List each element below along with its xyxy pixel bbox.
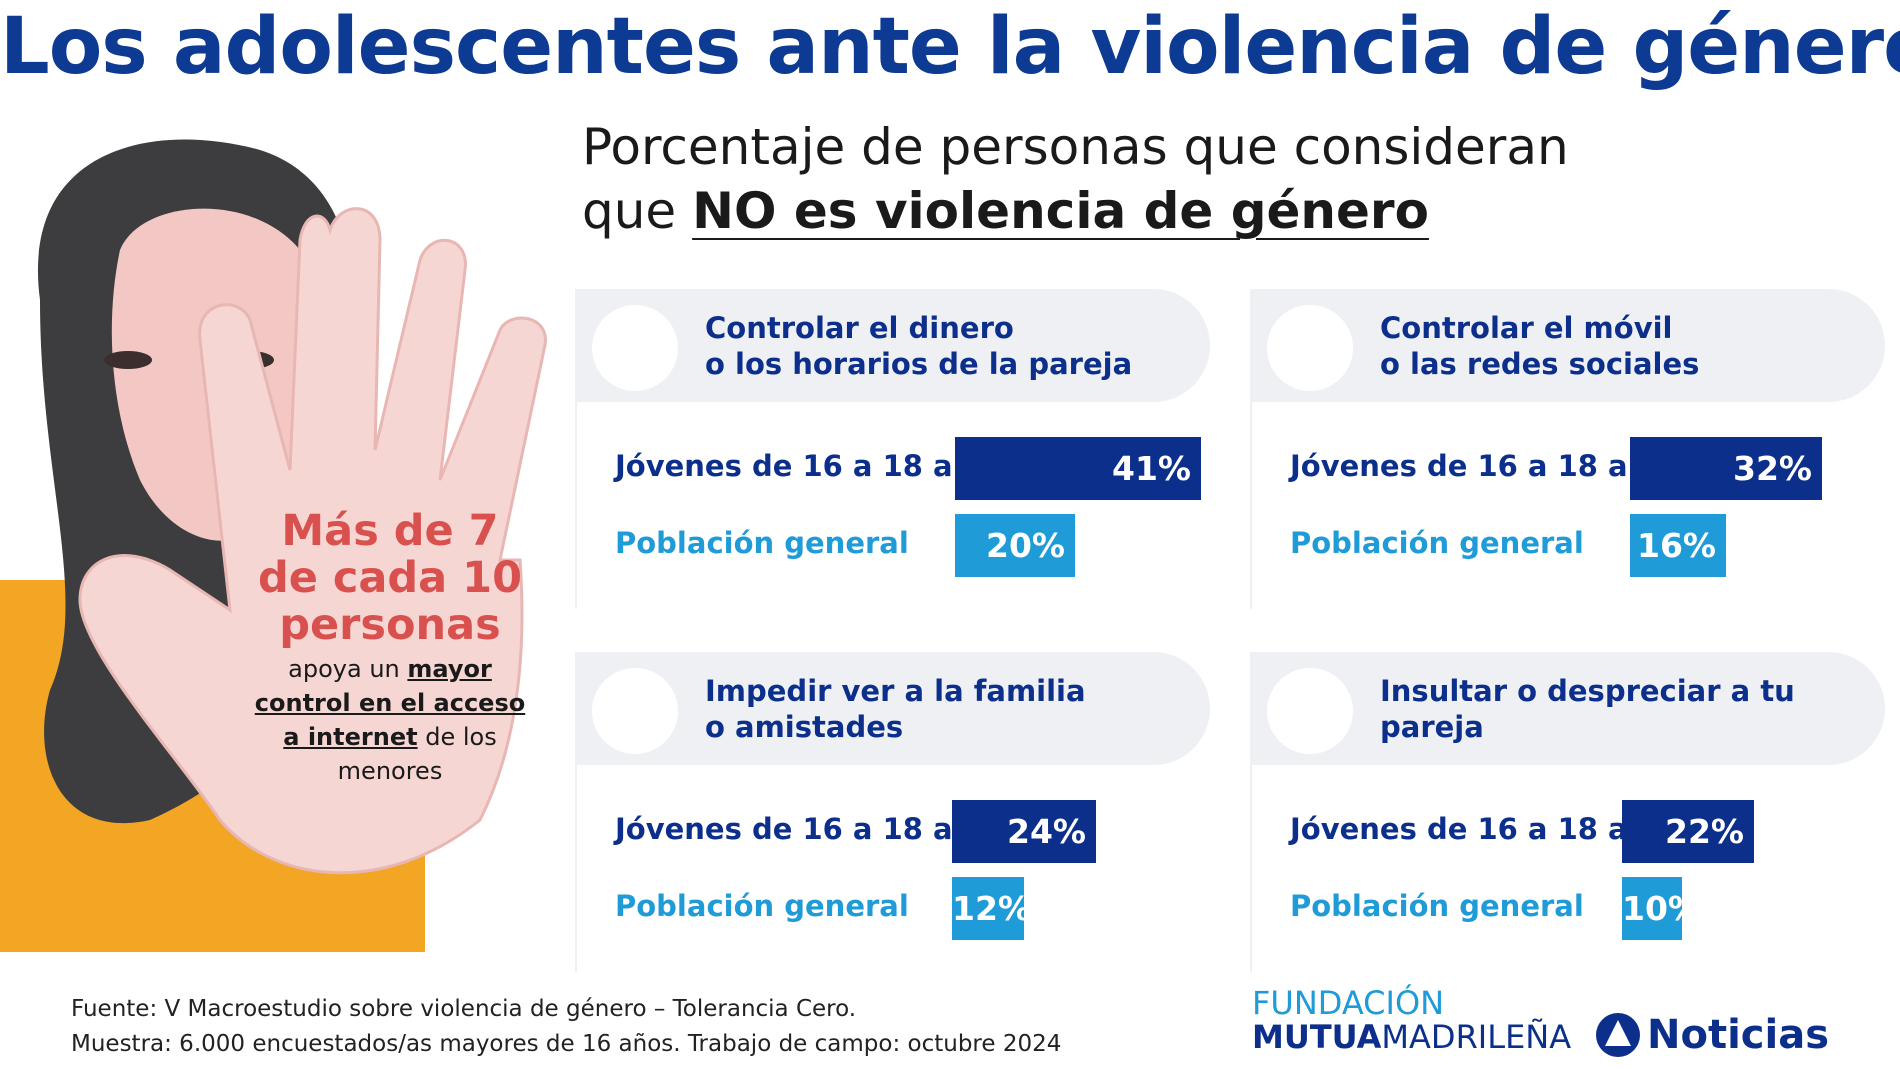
value-label: 12% [952,889,1031,928]
panel-header [1250,289,1885,402]
bar: 41% [955,437,1201,500]
panel-icon [590,303,680,393]
callout-emphasis: mayor control en el acceso a internet [254,655,526,751]
callout-body: apoya un mayor control en el acceso a in… [250,652,530,788]
value-label: 24% [1007,812,1086,851]
bar: 24% [952,800,1096,863]
bar: 32% [1630,437,1822,500]
sample: Muestra: 6.000 encuestados/as mayores de… [71,1031,1062,1057]
category-label: Población general [1290,526,1584,560]
panel-divider [1250,652,1252,972]
hand [78,207,547,875]
category-label: Jóvenes de 16 a 18 años [615,449,1011,483]
panel-title: Impedir ver a la familia o amistades [705,673,1086,744]
callout-line: de cada 10 [257,553,523,603]
bar: 20% [955,514,1075,577]
subtitle: que NO es violencia de género [582,182,1429,240]
eye [104,351,152,369]
panel-header [1250,652,1885,765]
panel-icon [1265,666,1355,756]
subtitle-emphasis: NO es violencia de género [692,182,1429,240]
logo-text: MADRILEÑA [1381,1018,1572,1056]
source: Fuente: V Macroestudio sobre violencia d… [71,996,857,1022]
category-label: Jóvenes de 16 a 18 años [1290,449,1686,483]
subtitle-prefix: que [582,182,677,240]
panel-divider [1250,289,1252,609]
value-label: 10% [1622,889,1701,928]
panel-header [575,652,1210,765]
bar: 16% [1630,514,1726,577]
title: Los adolescentes ante la violencia de gé… [0,2,1900,92]
panel-title: Insultar o despreciar a tu pareja [1380,673,1795,744]
logo-text: Noticias [1647,1012,1830,1058]
category-label: Jóvenes de 16 a 18 años [1290,812,1686,846]
subtitle: Porcentaje de personas que consideran [582,118,1569,176]
callout-text: apoya un [288,655,400,683]
value-label: 16% [1637,526,1716,565]
logo-noticias: Noticias [1595,1012,1829,1058]
panel-title: Controlar el dinero o los horarios de la… [705,310,1133,381]
logo-mark [1596,1013,1640,1057]
logo-text: MUTUA [1252,1018,1382,1056]
panel-icon [1265,303,1355,393]
bar: 22% [1622,800,1754,863]
category-label: Jóvenes de 16 a 18 años [615,812,1011,846]
value-label: 32% [1733,449,1812,488]
logo-fundacion: FUNDACIÓN MUTUAMADRILEÑA [1252,986,1571,1054]
illustration [0,139,547,952]
panel-title: Controlar el móvil o las redes sociales [1380,310,1700,381]
category-label: Población general [615,526,909,560]
panel-header [575,289,1210,402]
callout-text: de los menores [337,723,497,785]
callout-headline: Más de 7 de cada 10 personas [240,508,540,649]
value-label: 20% [986,526,1065,565]
callout-line: Más de 7 [281,506,499,556]
value-label: 22% [1665,812,1744,851]
panel-divider [575,652,577,972]
logo-text: FUNDACIÓN [1252,984,1445,1022]
panel-icon [590,666,680,756]
category-label: Población general [1290,889,1584,923]
callout-line: personas [279,600,501,650]
value-label: 41% [1112,449,1191,488]
category-label: Población general [615,889,909,923]
panel-divider [575,289,577,609]
bar: 12% [952,877,1031,940]
bar: 10% [1622,877,1701,940]
